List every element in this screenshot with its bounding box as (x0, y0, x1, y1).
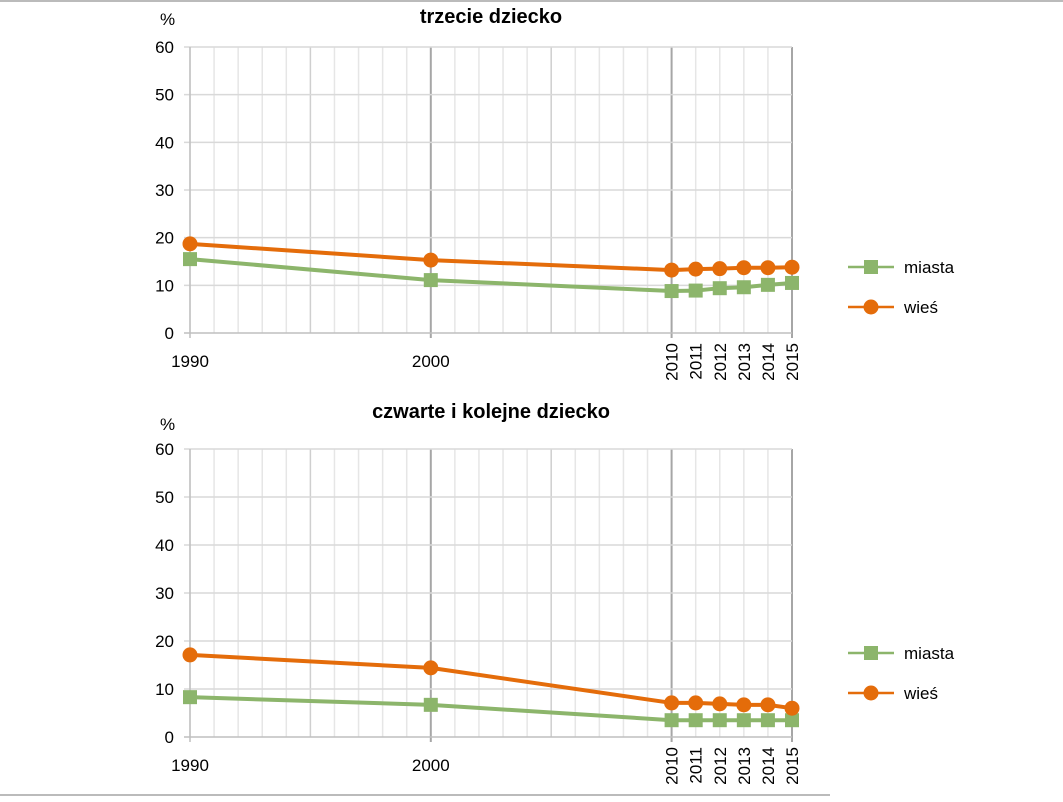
y-tick-label: 60 (155, 440, 174, 459)
data-point-square (736, 713, 751, 728)
data-point-square (664, 284, 679, 299)
data-point-square (664, 713, 679, 728)
y-tick-label: 40 (155, 133, 174, 152)
chart-title: trzecie dziecko (420, 6, 562, 28)
x-tick-label: 2010 (663, 343, 682, 381)
data-point-circle (423, 660, 439, 676)
x-tick-label: 2012 (711, 343, 730, 381)
data-point-circle (688, 695, 704, 711)
y-tick-label: 20 (155, 229, 174, 248)
x-tick-label: 2010 (663, 747, 682, 785)
data-point-square (785, 713, 799, 728)
legend-marker-square (864, 646, 878, 660)
y-tick-label: 30 (155, 181, 174, 200)
data-point-circle (664, 262, 680, 278)
x-tick-label: 1990 (171, 756, 209, 775)
data-point-circle (760, 260, 776, 276)
data-point-square (736, 280, 751, 295)
y-tick-label: 10 (155, 276, 174, 295)
data-point-square (688, 713, 703, 728)
data-point-square (712, 713, 727, 728)
legend-marker-square (864, 260, 878, 274)
y-tick-label: 0 (165, 324, 174, 343)
data-point-square (183, 252, 197, 267)
x-tick-label: 2000 (412, 756, 450, 775)
legend-entry: miasta (848, 258, 955, 277)
data-point-square (712, 281, 727, 296)
legend-label: miasta (904, 258, 955, 277)
x-tick-label: 2015 (783, 747, 802, 785)
legend-marker-circle (863, 685, 879, 701)
chart-1: 0 10 20 30 40 50 60% trzecie dziecko 1990 2000 201… (155, 6, 955, 381)
data-point-square (423, 697, 438, 712)
data-point-square (760, 713, 775, 728)
x-tick-label: 2013 (735, 747, 754, 785)
x-tick-label: 2014 (759, 747, 778, 785)
x-tick-label: 2000 (412, 352, 450, 371)
top-border (0, 0, 1063, 2)
legend-label: wieś (903, 684, 938, 703)
data-point-circle (736, 697, 752, 713)
legend-label: miasta (904, 644, 955, 663)
data-point-circle (736, 260, 752, 276)
y-tick-label: 20 (155, 632, 174, 651)
data-point-square (423, 273, 438, 288)
x-tick-label: 2015 (783, 343, 802, 381)
x-tick-label: 1990 (171, 352, 209, 371)
data-point-circle (182, 236, 198, 252)
legend-label: wieś (903, 298, 938, 317)
legend-marker-circle (863, 299, 879, 315)
y-tick-label: 60 (155, 38, 174, 57)
y-tick-label: 0 (165, 728, 174, 747)
data-point-square (760, 277, 775, 292)
data-point-circle (712, 261, 728, 277)
data-point-circle (423, 252, 439, 268)
data-point-circle (712, 696, 728, 712)
y-tick-label: 40 (155, 536, 174, 555)
bottom-border (0, 794, 830, 796)
y-tick-label: 10 (155, 680, 174, 699)
x-tick-label: 2013 (735, 343, 754, 381)
data-point-circle (760, 697, 776, 713)
legend-entry: wieś (848, 298, 938, 317)
y-tick-label: 50 (155, 488, 174, 507)
legend-entry: wieś (848, 684, 938, 703)
y-tick-label: 30 (155, 584, 174, 603)
data-point-circle (182, 647, 198, 663)
x-tick-label: 2011 (687, 343, 706, 380)
chart-title: czwarte i kolejne dziecko (372, 401, 610, 423)
y-axis-label: % (160, 10, 175, 29)
data-point-circle (664, 695, 680, 711)
y-tick-label: 50 (155, 86, 174, 105)
chart-2: 0 10 20 30 40 50 60% czwarte i kolejne dziecko 1… (155, 401, 955, 785)
data-point-circle (784, 700, 800, 716)
data-point-square (688, 283, 703, 298)
x-tick-label: 2011 (687, 747, 706, 784)
data-point-square (183, 690, 197, 705)
y-axis-label: % (160, 415, 175, 434)
legend-entry: miasta (848, 644, 955, 663)
data-point-square (785, 275, 799, 290)
data-point-circle (688, 261, 704, 277)
x-tick-label: 2012 (711, 747, 730, 785)
data-point-circle (784, 259, 800, 275)
x-tick-label: 2014 (759, 343, 778, 381)
